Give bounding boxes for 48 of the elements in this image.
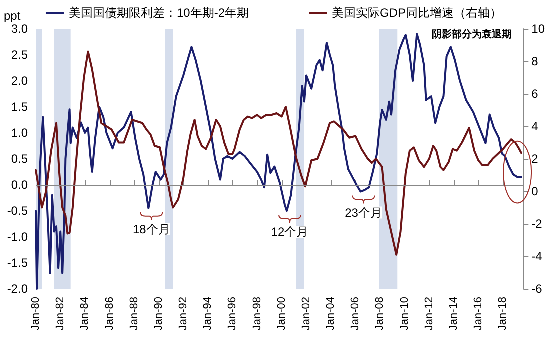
legend-label: 美国实际GDP同比增速（右轴） <box>332 6 502 20</box>
y2-tick-label: 10 <box>532 22 546 36</box>
y-tick-label: -0.5 <box>7 204 28 218</box>
y2-tick-label: -2 <box>532 217 543 231</box>
x-tick-label: Jan-90 <box>152 297 165 331</box>
x-tick-label: Jan-84 <box>79 297 92 331</box>
x-tick-label: Jan-14 <box>448 297 460 331</box>
x-tick-label: Jan-98 <box>251 297 264 331</box>
annotation: 23个月 <box>345 206 382 220</box>
y-tick-label: 0.5 <box>11 152 28 166</box>
x-tick-label: Jan-18 <box>497 297 510 331</box>
y-tick-label: 2.5 <box>11 48 28 62</box>
x-tick-label: Jan-02 <box>300 297 312 331</box>
y2-tick-label: 2 <box>532 152 539 166</box>
y-axis-title: ppt <box>4 9 22 23</box>
y-tick-label: -1.0 <box>7 230 28 244</box>
y2-tick-label: 4 <box>532 120 539 134</box>
x-tick-label: Jan-86 <box>104 297 116 331</box>
line-series <box>35 50 523 256</box>
y2-tick-label: 0 <box>532 184 539 198</box>
x-tick-label: Jan-00 <box>276 297 288 331</box>
y-tick-label: -1.5 <box>7 256 28 270</box>
y2-tick-label: 6 <box>532 87 539 101</box>
x-tick-label: Jan-88 <box>128 297 140 331</box>
x-tick-label: Jan-12 <box>423 297 436 331</box>
x-tick-label: Jan-92 <box>178 297 190 331</box>
y2-tick-label: -6 <box>532 282 543 296</box>
x-tick-label: Jan-94 <box>202 297 214 331</box>
x-tick-label: Jan-82 <box>54 297 67 331</box>
annotation: 18个月 <box>132 222 170 236</box>
y-tick-label: 1.0 <box>11 126 28 140</box>
y-tick-label: 0.0 <box>11 178 28 192</box>
y-tick-label: 2.0 <box>11 74 28 88</box>
annotation: 阴影部分为衰退期 <box>432 28 512 40</box>
x-tick-label: Jan-96 <box>226 297 239 331</box>
y-tick-label: 3.0 <box>11 22 28 36</box>
x-tick-label: Jan-08 <box>374 297 386 331</box>
annotation: 12个月 <box>271 225 309 239</box>
x-tick-label: Jan-10 <box>398 297 411 331</box>
x-tick-label: Jan-06 <box>350 297 362 331</box>
y-tick-label: 1.5 <box>11 100 28 114</box>
y2-tick-label: 8 <box>532 54 539 68</box>
y2-tick-label: -4 <box>532 250 543 264</box>
y-tick-label: -2.0 <box>7 282 28 296</box>
x-tick-label: Jan-80 <box>30 297 42 331</box>
x-tick-label: Jan-16 <box>472 297 485 331</box>
x-tick-label: Jan-04 <box>325 297 338 331</box>
legend-label: 美国国债期限利差：10年期-2年期 <box>68 6 250 20</box>
